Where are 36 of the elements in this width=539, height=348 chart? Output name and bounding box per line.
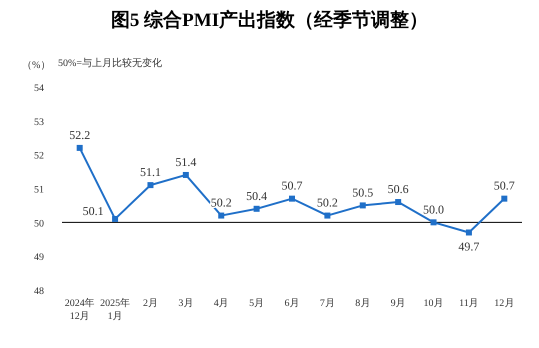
value-label: 50.7 — [494, 178, 515, 193]
ytick: 54 — [34, 83, 44, 94]
xtick: 6月 — [284, 298, 300, 309]
value-label: 50.0 — [423, 202, 444, 216]
value-label: 50.1 — [82, 204, 104, 218]
xtick: 10月 — [424, 298, 444, 309]
value-label: 51.4 — [175, 154, 196, 169]
ytick: 53 — [34, 116, 44, 128]
title: 图5 综合PMI产出指数（经季节调整） — [110, 10, 428, 31]
xtick: 5月 — [249, 298, 264, 309]
annotation: 50%=与上月比较无变化 — [58, 58, 162, 69]
xtick: 8月 — [355, 298, 370, 309]
ytick: 50 — [34, 218, 44, 230]
value-label: 50.4 — [246, 188, 268, 203]
ytick: 52 — [34, 150, 44, 162]
value-label: 50.2 — [210, 196, 232, 210]
xtick: 3月 — [178, 298, 194, 309]
value-label: 50.2 — [316, 196, 338, 210]
ylabel: （%） — [22, 60, 50, 71]
xtick: 11月 — [459, 298, 479, 309]
ytick: 51 — [34, 184, 44, 196]
value-label: 50.5 — [352, 185, 374, 200]
value-label: 52.2 — [69, 128, 90, 142]
value-label: 51.1 — [140, 165, 161, 180]
value-label: 50.6 — [388, 182, 409, 196]
xtick: 2024年 12月 — [64, 298, 95, 322]
xtick: 2月 — [142, 298, 158, 309]
xtick: 12月 — [494, 298, 514, 309]
xtick: 2025年 1月 — [100, 298, 130, 322]
ytick: 48 — [34, 286, 44, 297]
xtick: 9月 — [390, 298, 406, 309]
xtick: 4月 — [214, 298, 229, 309]
xtick: 7月 — [320, 298, 335, 309]
value-label: 50.7 — [282, 178, 302, 193]
value-label: 49.7 — [458, 239, 480, 254]
ytick: 49 — [34, 252, 44, 264]
